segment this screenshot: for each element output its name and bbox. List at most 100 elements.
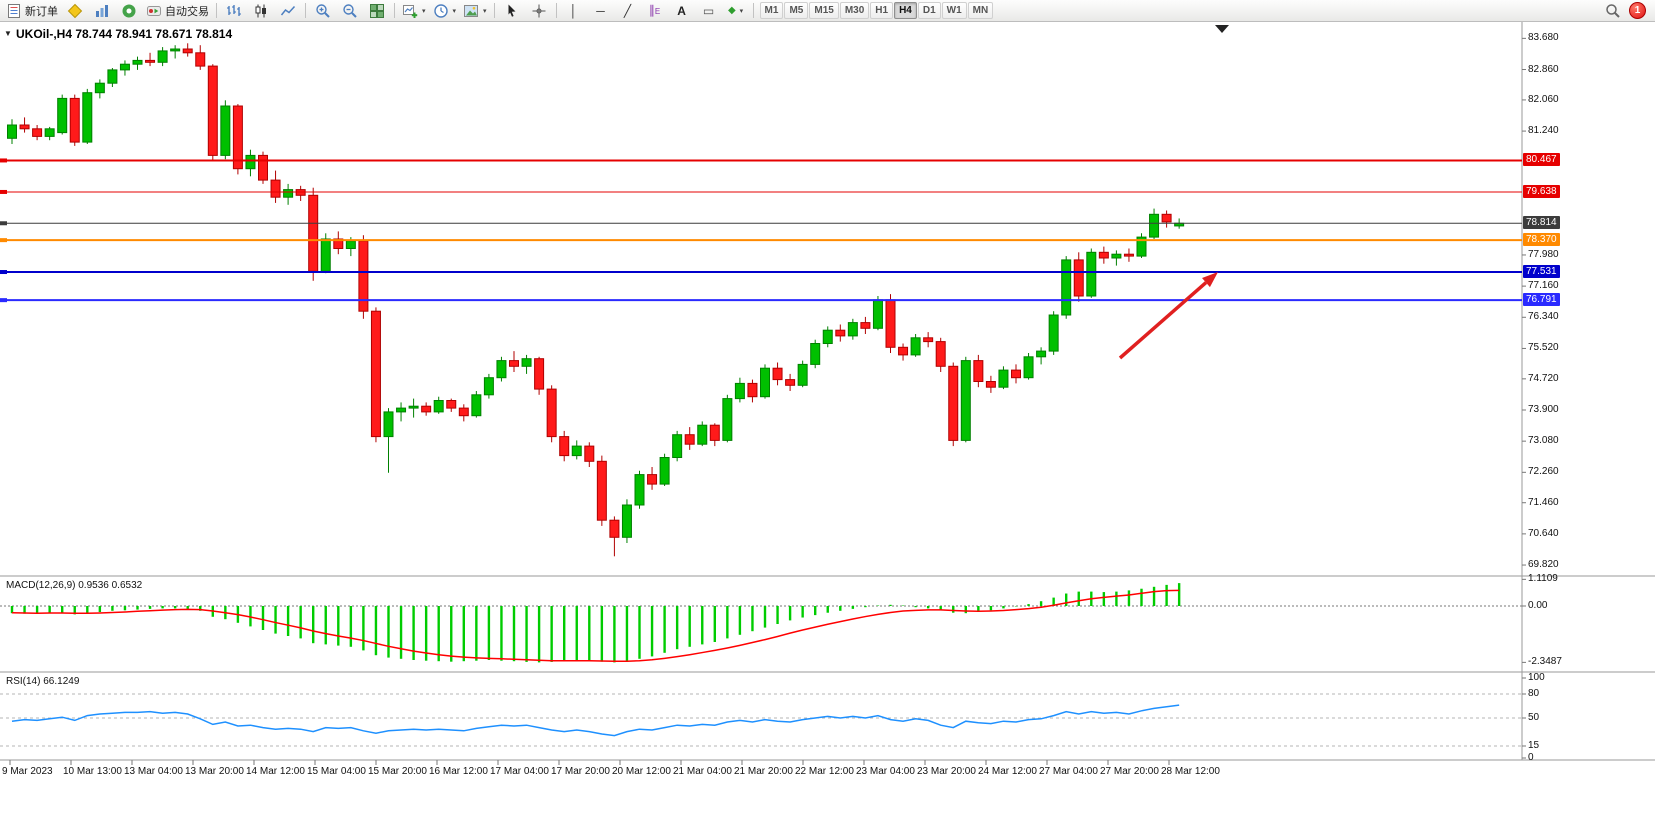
candle-body [308, 194, 319, 272]
time-tick-label: 27 Mar 04:00 [1039, 766, 1098, 777]
notification-badge[interactable]: 1 [1629, 2, 1646, 19]
macd-scale-label: 0.00 [1528, 600, 1548, 611]
candle-body [734, 382, 745, 400]
rsi-name: RSI(14) [6, 676, 41, 687]
arrow-annotation[interactable] [1118, 272, 1218, 360]
timeframe-mn[interactable]: MN [967, 2, 994, 19]
rsi-scale-label: 50 [1528, 712, 1540, 723]
candle-body [44, 128, 55, 137]
candle-body [258, 154, 268, 181]
candle-body [333, 238, 344, 249]
rsi-scale-label: 80 [1528, 688, 1540, 699]
trendline-tool-button[interactable]: ╱ [615, 0, 641, 22]
candle-body [119, 63, 130, 71]
candle-body [684, 434, 695, 445]
market-watch-button[interactable] [89, 0, 115, 22]
candle-body [1048, 314, 1059, 352]
autotrading-label: 自动交易 [165, 5, 209, 18]
timeframe-m1[interactable]: M1 [759, 2, 784, 19]
candle-body [872, 299, 883, 329]
candle-body [709, 424, 720, 441]
macd-label: MACD(12,26,9) 0.9536 0.6532 [6, 580, 142, 591]
line-chart-button[interactable] [275, 0, 301, 22]
ohlc-bars-icon [227, 4, 241, 16]
candle-body [69, 97, 80, 143]
candle-body [207, 65, 218, 156]
price-tick-label: 73.080 [1528, 435, 1559, 447]
zoom-out-icon [343, 3, 357, 18]
time-tick-label: 21 Mar 20:00 [734, 766, 793, 777]
vertical-line-tool-button[interactable]: │ [561, 0, 587, 22]
candle-body [458, 407, 469, 417]
toolbar-separator [216, 3, 217, 18]
text-label-icon: ▭ [702, 3, 715, 18]
chart-canvas[interactable] [0, 22, 1655, 782]
channel-tool-button[interactable]: ∥E [642, 0, 668, 22]
cursor-button[interactable] [499, 0, 525, 22]
search-button[interactable] [1600, 0, 1626, 22]
price-axis[interactable] [1522, 22, 1655, 760]
timeframe-m30[interactable]: M30 [839, 2, 870, 19]
autotrading-button[interactable]: 自动交易 [143, 0, 212, 22]
text-label-tool-button[interactable]: ▭ [696, 0, 722, 22]
metaeditor-button[interactable] [62, 0, 88, 22]
autotrading-icon [147, 5, 161, 16]
new-chart-button[interactable]: ▾ [399, 0, 429, 22]
new-order-icon [8, 3, 20, 18]
horizontal-line-tool-button[interactable]: ─ [588, 0, 614, 22]
crosshair-button[interactable] [526, 0, 552, 22]
cursor-icon [508, 4, 516, 17]
zoom-out-button[interactable] [337, 0, 363, 22]
candle-body [722, 398, 733, 441]
new-order-button[interactable]: 新订单 [3, 0, 61, 22]
chart-shift-marker[interactable] [1215, 25, 1229, 33]
price-levels [0, 158, 1522, 303]
price-tick-label: 75.520 [1528, 342, 1559, 354]
candle-body [396, 407, 407, 413]
toolbar-separator [305, 3, 306, 18]
timeframe-h1[interactable]: H1 [870, 2, 894, 19]
candle-body [973, 360, 984, 383]
price-tick-label: 77.980 [1528, 248, 1559, 260]
candle-body [609, 519, 620, 538]
timeframe-d1[interactable]: D1 [917, 2, 941, 19]
tile-windows-button[interactable] [364, 0, 390, 22]
chart-window[interactable]: ▼ UKOil-,H4 78.744 78.941 78.671 78.814 … [0, 22, 1655, 827]
timeframe-m15[interactable]: M15 [809, 2, 839, 19]
timeframe-w1[interactable]: W1 [941, 2, 967, 19]
time-axis[interactable] [0, 760, 1522, 784]
timeframe-m5[interactable]: M5 [784, 2, 809, 19]
level-price-badge: 80.467 [1523, 153, 1560, 167]
time-tick-label: 20 Mar 12:00 [612, 766, 671, 777]
candle-body [446, 400, 457, 409]
candle-body [145, 59, 156, 63]
candle-body [345, 240, 356, 249]
candle-body [621, 504, 632, 538]
rsi-indicator [0, 693, 1522, 747]
level-price-badge: 78.370 [1523, 233, 1560, 247]
one-click-trading-arrow[interactable]: ▼ [4, 29, 12, 38]
candle-body [157, 50, 168, 63]
templates-button[interactable]: ▾ [460, 0, 490, 22]
toolbar-separator [555, 3, 557, 18]
time-tick-label: 23 Mar 04:00 [856, 766, 915, 777]
candlestick-chart-button[interactable] [248, 0, 274, 22]
periods-button[interactable]: ▾ [430, 0, 460, 22]
community-button[interactable] [116, 0, 142, 22]
zoom-in-button[interactable] [310, 0, 336, 22]
text-tool-button[interactable]: A [669, 0, 695, 22]
time-tick-label: 21 Mar 04:00 [673, 766, 732, 777]
shapes-icon: ◆ [727, 4, 736, 16]
shapes-tool-button[interactable]: ◆ ▾ [723, 0, 749, 22]
macd-scale-label: -2.3487 [1528, 656, 1562, 668]
price-tick-label: 71.460 [1528, 496, 1559, 508]
level-left-marker [0, 238, 7, 243]
price-tick-label: 76.340 [1528, 311, 1559, 323]
bar-chart-button[interactable] [221, 0, 247, 22]
rsi-label: RSI(14) 66.1249 [6, 676, 79, 687]
toolbar-separator [752, 3, 754, 18]
line-chart-icon [280, 5, 296, 15]
timeframe-h4[interactable]: H4 [894, 2, 917, 19]
candle-body [1149, 213, 1160, 238]
